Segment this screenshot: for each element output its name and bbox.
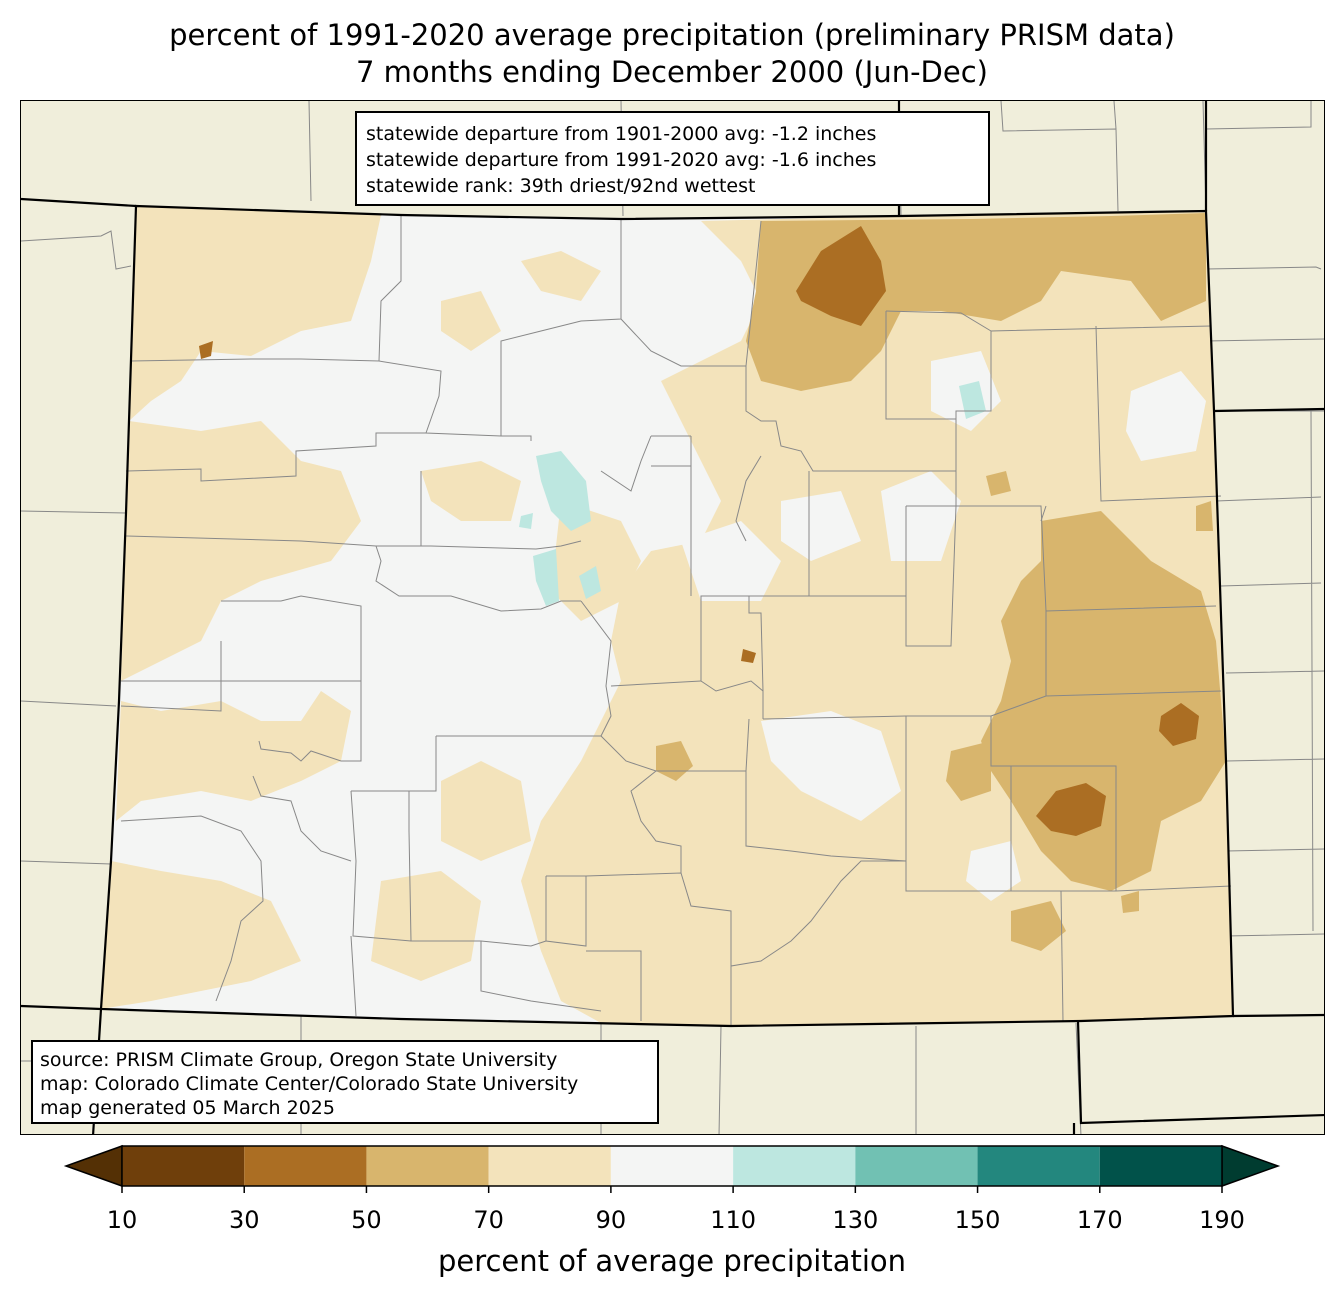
colorbar-label: percent of average precipitation — [437, 1244, 907, 1278]
colorbar-bin-50-70 — [366, 1146, 489, 1186]
colorbar-bin-10-30 — [122, 1146, 245, 1186]
map-panel — [20, 100, 1325, 1135]
stats-departure-1901-2000: statewide departure from 1901-2000 avg: … — [366, 123, 877, 145]
generated-date-line: map generated 05 March 2025 — [40, 1097, 335, 1119]
colorbar-bin-30-50 — [244, 1146, 367, 1186]
colorbar-bin-170-190 — [1099, 1146, 1222, 1186]
source-line: source: PRISM Climate Group, Oregon Stat… — [40, 1049, 558, 1071]
colorbar-bin-90-110 — [610, 1146, 734, 1186]
source-credits-box: source: PRISM Climate Group, Oregon Stat… — [31, 1040, 659, 1124]
map-credit-line: map: Colorado Climate Center/Colorado St… — [40, 1073, 579, 1095]
colorbar-tick-label: 190 — [1199, 1206, 1245, 1234]
precip-30-50-regions — [199, 226, 1199, 836]
statewide-stats-box: statewide departure from 1901-2000 avg: … — [355, 111, 990, 206]
map-title: percent of 1991-2020 average precipitati… — [169, 18, 1175, 52]
colorbar-over-arrow — [1221, 1144, 1281, 1188]
state-borders — [21, 101, 1324, 1134]
colorbar — [63, 1144, 1281, 1193]
colorbar-outline — [121, 1145, 1223, 1187]
stats-rank: statewide rank: 39th driest/92nd wettest — [366, 175, 756, 197]
colorbar-tick-label: 150 — [954, 1206, 1001, 1234]
colorbar-tick-label: 170 — [1076, 1206, 1123, 1234]
colorbar-bin-130-150 — [855, 1146, 978, 1186]
colorbar-tick-label: 30 — [228, 1206, 260, 1234]
colorbar-tick-label: 130 — [832, 1206, 879, 1234]
colorado-precipitation-map — [21, 101, 1324, 1134]
colorbar-bin-110-130 — [733, 1146, 856, 1186]
colorbar-tick-label: 110 — [710, 1206, 757, 1234]
colorbar-under-arrow — [63, 1144, 123, 1188]
colorbar-tick-label: 50 — [351, 1206, 382, 1234]
colorbar-bin-150-170 — [977, 1146, 1100, 1186]
colorbar-tick-label: 70 — [473, 1206, 504, 1234]
colorbar-tick-label: 90 — [595, 1206, 627, 1234]
colorbar-bin-70-90 — [488, 1146, 611, 1186]
colorbar-tick-label: 10 — [106, 1206, 138, 1234]
map-subtitle: 7 months ending December 2000 (Jun-Dec) — [356, 55, 988, 89]
stats-departure-1991-2020: statewide departure from 1991-2020 avg: … — [366, 149, 877, 171]
precip-110-130-regions — [519, 381, 986, 606]
county-boundaries — [120, 215, 1232, 1026]
